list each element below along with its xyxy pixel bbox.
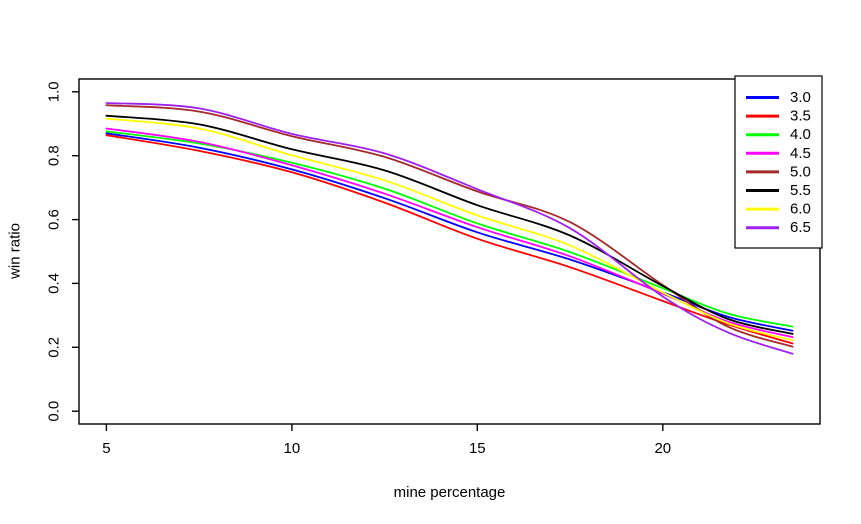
y-tick-label: 0.4 <box>46 273 63 294</box>
legend-item-3.5: 3.5 <box>746 108 811 125</box>
series-line-6.5 <box>105 102 794 355</box>
x-tick-label: 15 <box>469 440 486 457</box>
legend-item-5.5: 5.5 <box>746 182 811 199</box>
legend-label: 3.0 <box>790 89 811 106</box>
series-line-5.5 <box>105 114 794 335</box>
y-tick-label: 0.6 <box>46 209 63 230</box>
x-tick-label: 20 <box>654 440 671 457</box>
legend-box <box>734 75 823 249</box>
legend-label: 4.0 <box>790 126 811 143</box>
legend-item-3.0: 3.0 <box>746 89 811 106</box>
x-tick-label: 10 <box>284 440 301 457</box>
y-axis-title: win ratio <box>6 223 24 279</box>
legend-item-4.0: 4.0 <box>746 126 811 143</box>
legend-label: 3.5 <box>790 108 811 125</box>
legend-item-5.0: 5.0 <box>746 163 811 180</box>
x-axis-title: mine percentage <box>393 484 506 501</box>
legend-item-6.0: 6.0 <box>746 201 811 218</box>
legend-label: 5.0 <box>790 163 811 180</box>
y-tick-label: 0.2 <box>46 337 63 358</box>
series-line-3.5 <box>105 134 794 345</box>
plot-box <box>78 78 821 425</box>
legend-item-4.5: 4.5 <box>746 145 811 162</box>
x-tick-label: 5 <box>102 440 110 457</box>
legend-label: 6.5 <box>790 219 811 236</box>
y-tick-label: 1.0 <box>46 81 63 102</box>
legend-label: 5.5 <box>790 182 811 199</box>
y-tick-label: 0.8 <box>46 145 63 166</box>
y-tick-label: 0.0 <box>46 401 63 422</box>
legend-label: 4.5 <box>790 145 811 162</box>
series-line-6.0 <box>105 117 794 342</box>
legend-item-6.5: 6.5 <box>746 219 811 236</box>
legend-label: 6.0 <box>790 201 811 218</box>
legend: 3.0 3.54.0 4.55.0 5.5 6.06.5 <box>734 75 823 249</box>
